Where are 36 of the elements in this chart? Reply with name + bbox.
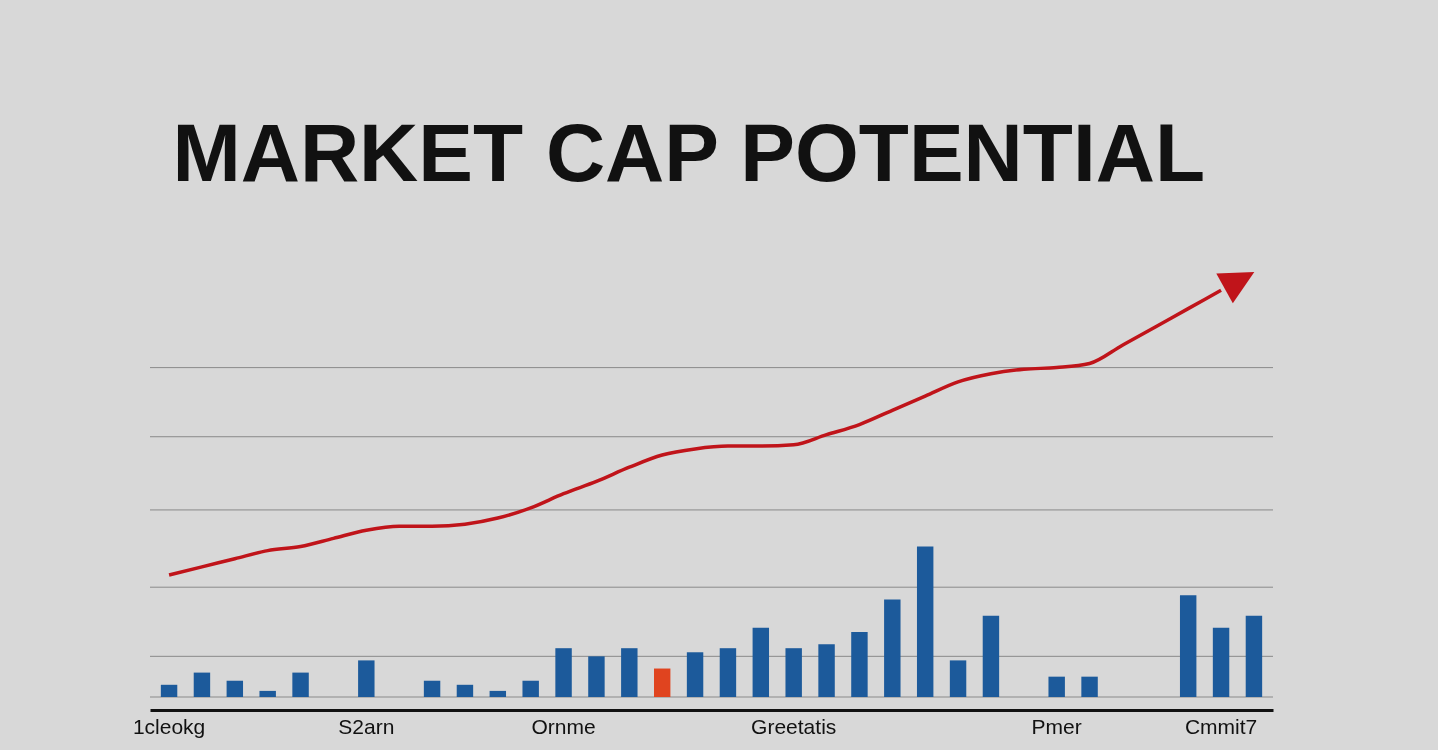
x-tick-label: 1cleokg	[132, 714, 206, 738]
bar	[653, 668, 671, 697]
bar	[489, 690, 507, 697]
bar	[949, 660, 967, 697]
x-tick-label: Cmmit7	[1184, 714, 1258, 738]
bar	[1212, 627, 1230, 697]
bar	[785, 648, 802, 697]
bar	[1081, 676, 1098, 697]
bar	[226, 680, 244, 697]
bar	[818, 644, 835, 697]
bar	[982, 615, 1000, 697]
bar	[719, 648, 737, 697]
bar	[851, 631, 868, 697]
bar	[752, 627, 770, 697]
bar	[1048, 676, 1065, 697]
bar	[292, 672, 309, 697]
x-tick-label: Ornme	[531, 714, 596, 738]
x-tick-label: Greetatis	[751, 714, 837, 738]
chart-title: MARKET CAP POTENTIAL	[172, 107, 1205, 198]
bar	[423, 680, 441, 697]
bar	[555, 648, 572, 697]
bar	[456, 684, 474, 697]
bar	[1179, 595, 1197, 697]
bar	[522, 680, 539, 697]
bar	[1245, 615, 1263, 697]
bar	[588, 656, 605, 697]
x-tick-label: Pmer	[1031, 714, 1082, 738]
bar	[160, 684, 178, 697]
bar	[193, 672, 211, 697]
bar	[259, 690, 276, 697]
bar	[884, 599, 901, 697]
bar	[621, 648, 638, 697]
x-tick-label: S2arn	[338, 714, 395, 738]
bar	[686, 652, 704, 697]
bar	[916, 546, 934, 697]
bar	[358, 660, 375, 697]
